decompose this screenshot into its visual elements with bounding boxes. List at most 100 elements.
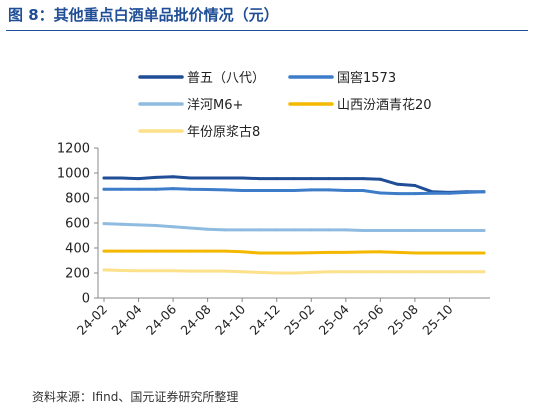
data-point: [102, 249, 106, 253]
data-point: [344, 189, 348, 192]
data-point: [223, 269, 227, 273]
data-point: [327, 177, 330, 181]
data-point: [361, 177, 365, 181]
x-tick-label: 25-04: [316, 301, 352, 337]
data-point: [482, 229, 486, 232]
data-point: [465, 229, 469, 232]
data-point: [137, 249, 140, 253]
data-point: [258, 270, 261, 274]
data-point: [102, 222, 106, 226]
x-tick-label: 24-10: [212, 301, 248, 337]
data-point: [206, 249, 210, 253]
y-tick-label: 400: [65, 242, 90, 257]
data-point: [309, 228, 313, 232]
x-tick-label: 24-08: [177, 301, 213, 337]
x-tick-label: 25-02: [281, 302, 317, 338]
data-point: [344, 250, 348, 254]
data-point: [240, 270, 244, 274]
data-point: [465, 251, 469, 255]
data-point: [482, 190, 486, 194]
data-point: [430, 191, 434, 195]
y-tick-label: 1000: [57, 167, 90, 182]
data-point: [361, 229, 365, 232]
y-tick-label: 600: [65, 217, 90, 232]
data-point: [137, 177, 140, 181]
y-tick-label: 800: [65, 192, 90, 207]
y-tick-label: 0: [82, 292, 90, 307]
x-tick-label: 24-06: [143, 301, 179, 337]
y-tick-label: 1200: [57, 142, 90, 157]
data-point: [137, 187, 140, 191]
data-point: [188, 249, 192, 253]
data-point: [482, 251, 486, 255]
data-point: [396, 229, 400, 232]
data-point: [188, 226, 192, 230]
legend-label: 国窖1573: [337, 70, 396, 86]
x-tick-label: 25-10: [419, 301, 455, 337]
data-point: [223, 176, 227, 180]
legend-label: 普五（八代）: [187, 71, 265, 86]
data-point: [396, 182, 400, 186]
data-point: [482, 270, 486, 274]
x-tick-label: 24-04: [108, 301, 144, 337]
data-point: [396, 250, 400, 254]
data-point: [327, 270, 330, 274]
data-point: [413, 184, 417, 187]
data-point: [171, 269, 175, 273]
data-point: [102, 187, 106, 191]
data-point: [344, 177, 348, 181]
data-point: [171, 187, 175, 191]
data-point: [361, 250, 365, 254]
data-point: [137, 269, 140, 273]
data-point: [448, 229, 451, 232]
data-point: [258, 228, 261, 232]
data-point: [223, 249, 227, 253]
data-point: [309, 270, 313, 274]
data-point: [119, 222, 123, 226]
data-point: [275, 177, 279, 181]
data-point: [292, 177, 296, 181]
data-point: [240, 176, 244, 180]
data-point: [327, 228, 330, 232]
data-point: [413, 270, 417, 274]
x-tick-label: 25-06: [350, 301, 386, 337]
data-point: [119, 187, 123, 191]
data-point: [188, 176, 192, 180]
data-point: [188, 187, 192, 191]
data-point: [378, 191, 382, 195]
data-point: [154, 224, 158, 227]
data-point: [309, 188, 313, 192]
data-point: [292, 251, 296, 255]
data-point: [275, 251, 279, 255]
x-tick-label: 25-08: [385, 301, 421, 337]
data-point: [171, 249, 175, 253]
data-point: [258, 189, 261, 192]
data-point: [188, 269, 192, 273]
data-point: [119, 249, 123, 253]
x-tick-label: 24-12: [247, 302, 283, 338]
data-point: [327, 250, 330, 254]
data-point: [240, 189, 244, 192]
data-point: [206, 188, 210, 191]
data-point: [119, 176, 123, 180]
data-point: [240, 228, 244, 232]
data-point: [275, 189, 279, 192]
data-point: [292, 228, 296, 232]
data-point: [413, 229, 417, 232]
data-point: [396, 270, 400, 274]
data-point: [309, 177, 313, 181]
data-point: [430, 270, 434, 274]
data-point: [119, 269, 123, 272]
data-point: [396, 192, 400, 196]
data-point: [448, 191, 451, 195]
data-point: [378, 229, 382, 232]
figure-title: 图 8：其他重点白酒单品批价情况（元）: [8, 6, 279, 24]
data-point: [154, 175, 158, 179]
data-point: [171, 225, 175, 229]
data-point: [102, 176, 106, 180]
source-note: 资料来源：Ifind、国元证券研究所整理: [32, 390, 239, 404]
legend-label: 山西汾酒青花20: [337, 97, 432, 113]
data-point: [430, 229, 434, 232]
data-point: [223, 228, 227, 232]
